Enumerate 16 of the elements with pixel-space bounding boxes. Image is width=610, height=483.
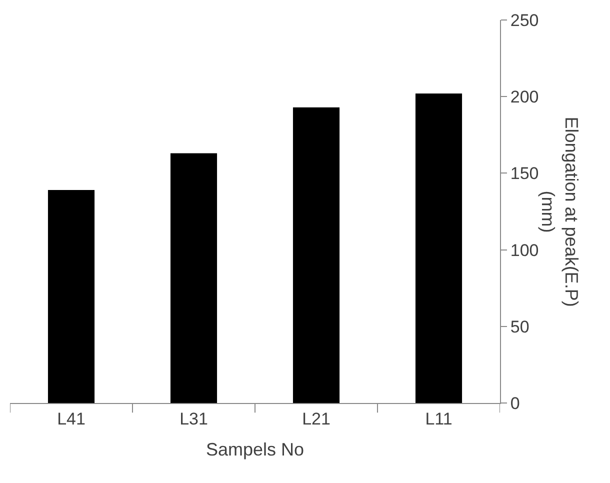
y-tick-label: 0	[510, 394, 520, 413]
y-tick-label: 150	[510, 164, 539, 184]
bar	[415, 94, 462, 403]
x-tick-label: L21	[302, 409, 330, 428]
y-tick-label: 50	[510, 317, 530, 336]
y-tick-label: 100	[510, 240, 539, 260]
x-tick-label: L41	[57, 409, 86, 428]
y-axis-title: Elongation at peak(E.P) (mm)	[538, 116, 582, 307]
bar	[48, 190, 95, 403]
y-tick-label: 250	[510, 10, 539, 30]
x-tick-label: L11	[425, 409, 452, 428]
x-axis-title: Sampels No	[206, 440, 304, 460]
bar	[170, 153, 218, 403]
x-tick-label: L31	[180, 409, 208, 428]
y-tick-label: 200	[510, 88, 539, 107]
bar	[292, 107, 340, 403]
